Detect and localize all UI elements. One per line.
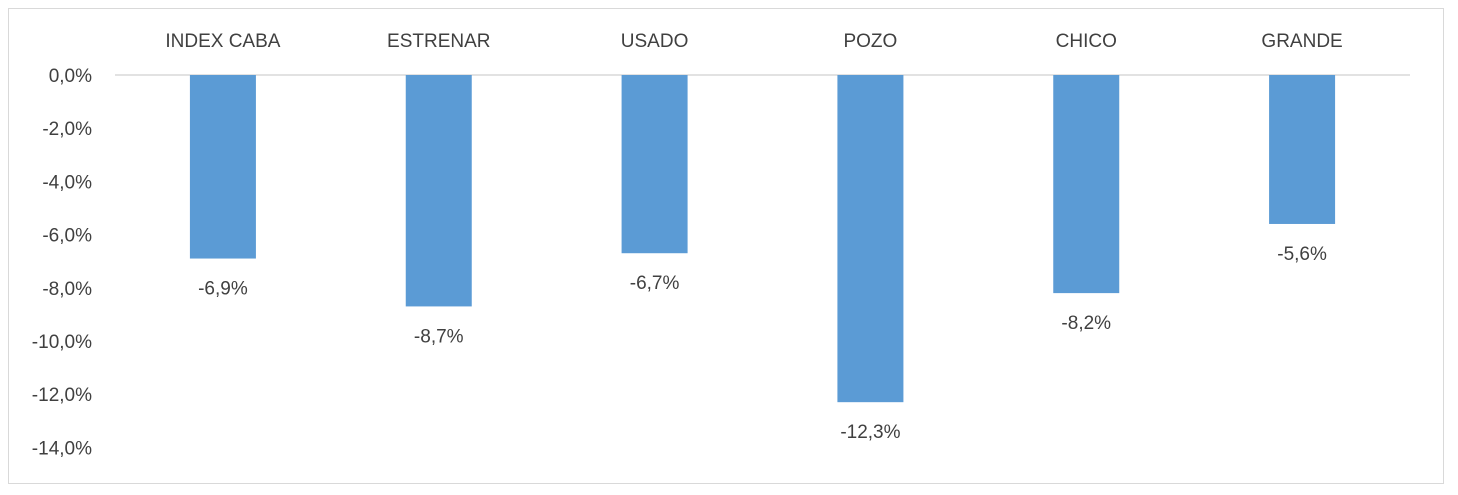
category-label: POZO bbox=[843, 31, 897, 52]
data-label: -5,6% bbox=[1277, 244, 1327, 265]
y-tick-label: -6,0% bbox=[42, 226, 92, 247]
category-label: GRANDE bbox=[1261, 31, 1342, 52]
data-label: -8,2% bbox=[1061, 313, 1111, 334]
data-label: -6,9% bbox=[198, 279, 248, 300]
y-tick-label: -8,0% bbox=[42, 279, 92, 300]
y-tick-label: -12,0% bbox=[32, 385, 92, 406]
data-label: -8,7% bbox=[414, 326, 464, 347]
category-label: USADO bbox=[621, 31, 689, 52]
bar bbox=[621, 75, 688, 254]
bar bbox=[189, 75, 256, 259]
y-tick-label: -2,0% bbox=[42, 119, 92, 140]
bar bbox=[1269, 75, 1336, 224]
y-tick-label: -4,0% bbox=[42, 172, 92, 193]
bar bbox=[405, 75, 472, 307]
bar bbox=[837, 75, 904, 403]
category-label: ESTRENAR bbox=[387, 31, 490, 52]
data-label: -12,3% bbox=[840, 422, 900, 443]
y-tick-label: -14,0% bbox=[32, 438, 92, 459]
category-label: INDEX CABA bbox=[165, 31, 280, 52]
bar bbox=[1053, 75, 1120, 294]
y-tick-label: -10,0% bbox=[32, 332, 92, 353]
y-tick-label: 0,0% bbox=[49, 66, 92, 87]
category-label: CHICO bbox=[1056, 31, 1117, 52]
data-label: -6,7% bbox=[630, 273, 680, 294]
